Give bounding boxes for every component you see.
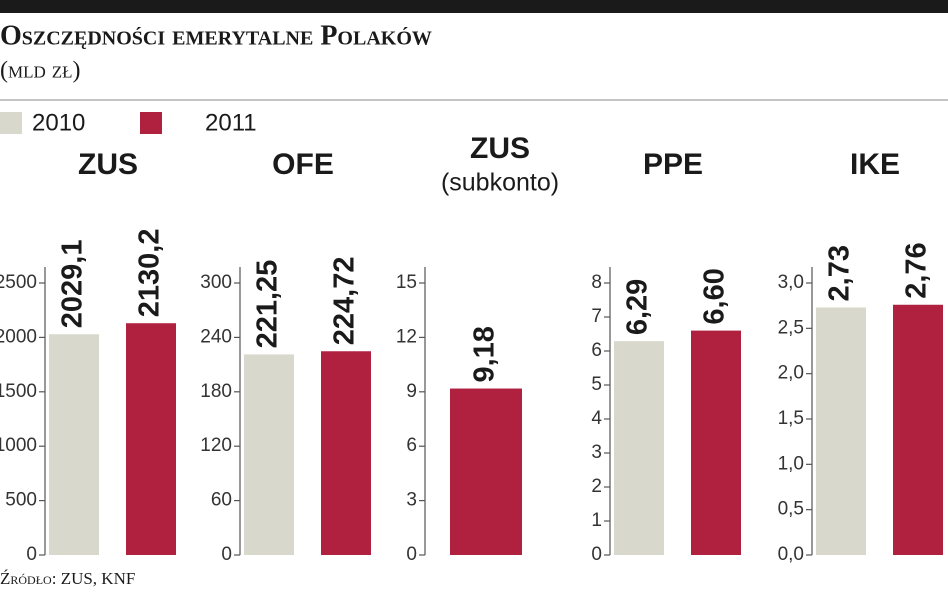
y-tick-label: 240 [200,326,232,347]
y-tick-label: 120 [200,435,232,456]
panel-title: IKE [850,148,900,181]
bar [126,323,176,555]
value-label: 6,60 [699,268,731,324]
y-tick-label: 3 [591,442,602,463]
y-tick-label: 6 [591,340,602,361]
panel-title: ZUS [78,148,138,181]
source: Źródło: ZUS, KNF [0,569,135,588]
y-tick-label: 180 [200,381,232,402]
y-tick-label: 15 [396,272,417,293]
bar [614,341,664,555]
y-tick-label: 0 [26,544,37,565]
y-tick-label: 1 [591,510,602,531]
y-tick-label: 0 [406,544,417,565]
panel-title: PPE [643,148,703,181]
y-tick-label: 1,5 [778,408,804,429]
y-tick-label: 2,0 [778,363,804,384]
panel-title: OFE [272,148,334,181]
y-tick-label: 1500 [0,381,37,402]
value-label: 6,29 [622,279,654,335]
bar [244,354,294,555]
y-tick-label: 8 [591,272,602,293]
y-tick-label: 300 [200,272,232,293]
y-tick-label: 1000 [0,435,37,456]
y-tick-label: 9 [406,381,417,402]
bar [816,307,866,555]
legend-label: 2011 [205,109,257,136]
value-label: 2130,2 [134,229,166,318]
y-tick-label: 7 [591,306,602,327]
panel-subtitle: (subkonto) [441,169,559,197]
y-tick-label: 2 [591,476,602,497]
y-tick-label: 6 [406,435,417,456]
bar [321,351,371,555]
y-tick-label: 4 [591,408,602,429]
value-label: 224,72 [329,257,361,346]
legend-label: 2010 [32,109,85,136]
chart-title: Oszczędności emerytalne Polaków [0,20,432,51]
y-tick-label: 2,5 [778,317,804,338]
y-tick-label: 60 [211,490,232,511]
panel-title: ZUS [470,132,530,165]
y-tick-label: 0,5 [778,499,804,520]
value-label: 2,76 [901,242,933,298]
y-tick-label: 1,0 [778,453,804,474]
bar [893,304,943,555]
value-label: 9,18 [469,326,501,382]
y-tick-label: 2500 [0,272,37,293]
bar [49,334,99,555]
y-tick-label: 0 [221,544,232,565]
legend-swatch [0,112,22,134]
bar [450,388,522,555]
value-label: 2,73 [824,245,856,301]
y-tick-label: 3 [406,490,417,511]
subtitle: (mld zł) [0,58,81,84]
y-tick-label: 2000 [0,326,37,347]
y-tick-label: 500 [5,490,37,511]
bar [691,330,741,555]
value-label: 221,25 [252,260,284,349]
value-label: 2029,1 [57,240,89,329]
y-tick-label: 12 [396,326,417,347]
y-tick-label: 0,0 [778,544,804,565]
y-tick-label: 3,0 [778,272,804,293]
y-tick-label: 5 [591,374,602,395]
y-tick-label: 0 [591,544,602,565]
legend-swatch [140,112,162,134]
top-bar [0,0,948,13]
